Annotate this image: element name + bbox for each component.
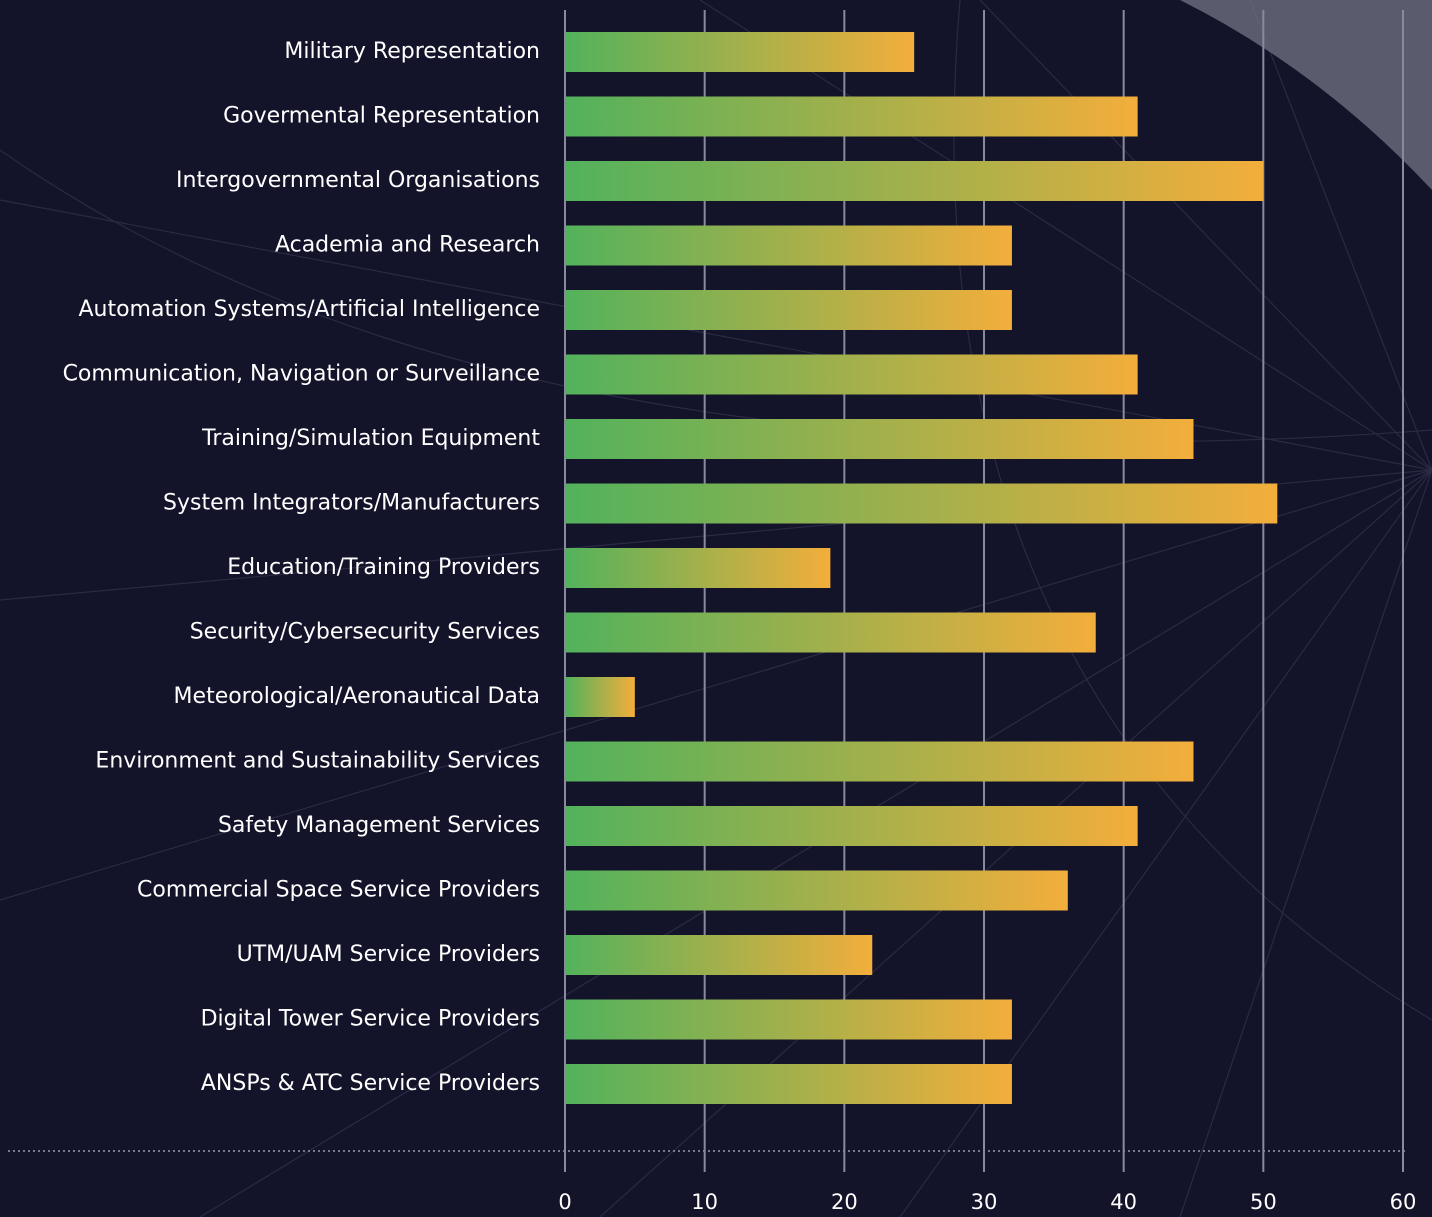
x-tick-label: 50 [1250, 1190, 1277, 1214]
x-tick-label: 20 [831, 1190, 858, 1214]
bar [565, 806, 1138, 846]
x-tick-label: 30 [971, 1190, 998, 1214]
y-tick-label: Digital Tower Service Providers [201, 1007, 540, 1032]
x-tick-label: 40 [1110, 1190, 1137, 1214]
bar [565, 1000, 1012, 1040]
y-tick-label: System Integrators/Manufacturers [163, 491, 540, 516]
bar [565, 742, 1194, 782]
bar [565, 1064, 1012, 1104]
y-tick-label: Automation Systems/Artificial Intelligen… [78, 297, 540, 322]
bar [565, 935, 872, 975]
bar [565, 32, 914, 72]
bar [565, 97, 1138, 137]
page: 0 10 20 30 40 50 60 Military Representation Gov… [0, 0, 1432, 1217]
bar [565, 548, 830, 588]
bar [565, 355, 1138, 395]
bar [565, 161, 1263, 201]
bar [565, 613, 1096, 653]
x-tick-label: 10 [691, 1190, 718, 1214]
y-tick-label: Education/Training Providers [227, 555, 540, 580]
y-tick-label: Safety Management Services [218, 813, 540, 838]
y-tick-label: Intergovernmental Organisations [176, 168, 540, 193]
y-tick-label: UTM/UAM Service Providers [237, 942, 540, 967]
chart: 0 10 20 30 40 50 60 Military Representation Gov… [0, 0, 1432, 1217]
y-tick-label: Environment and Sustainability Services [95, 749, 540, 774]
y-tick-label: Communication, Navigation or Surveillanc… [63, 362, 540, 387]
bar [565, 677, 635, 717]
y-tick-label: Security/Cybersecurity Services [190, 620, 540, 645]
x-tick-label: 60 [1390, 1190, 1417, 1214]
y-tick-label: Training/Simulation Equipment [201, 426, 540, 451]
bar [565, 290, 1012, 330]
y-tick-label: Govermental Representation [223, 104, 540, 129]
x-tick-label: 0 [558, 1190, 571, 1214]
bar [565, 484, 1277, 524]
y-tick-label: ANSPs & ATC Service Providers [201, 1071, 540, 1096]
y-tick-label: Meteorological/Aeronautical Data [174, 684, 540, 709]
y-tick-label: Commercial Space Service Providers [137, 878, 540, 903]
y-tick-label: Academia and Research [275, 233, 540, 258]
y-tick-label: Military Representation [284, 39, 540, 64]
bar [565, 419, 1194, 459]
bar [565, 226, 1012, 266]
bar [565, 871, 1068, 911]
